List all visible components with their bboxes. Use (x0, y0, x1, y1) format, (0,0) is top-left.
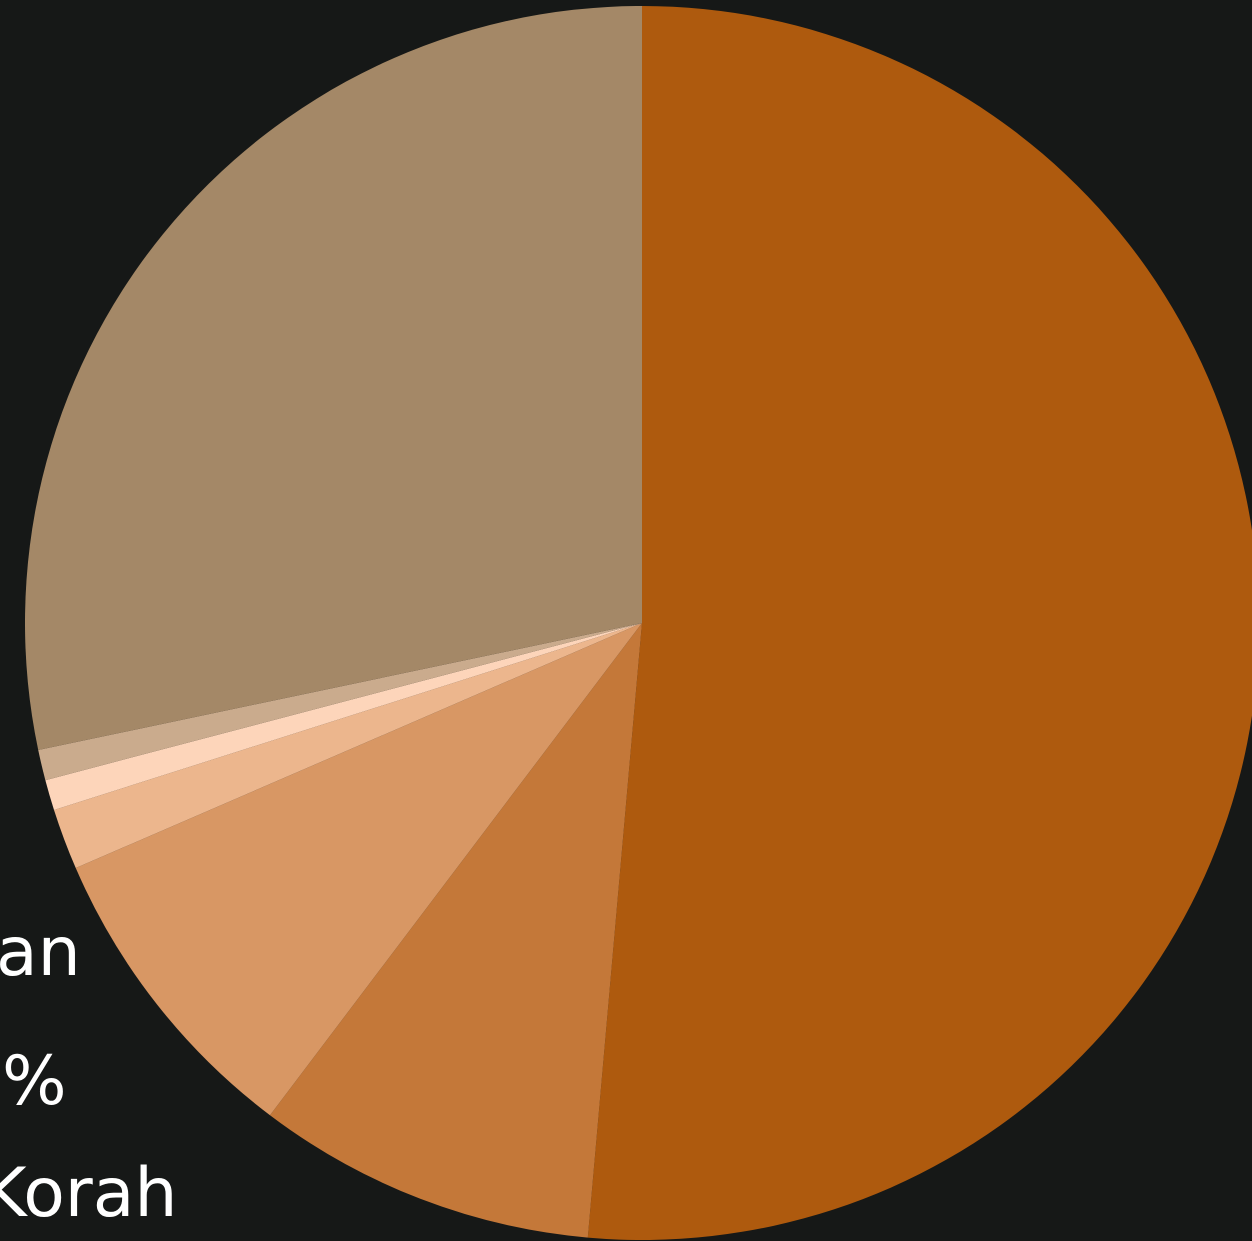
slice-label-fragment-3: Korah (0, 1154, 178, 1233)
pie-labels: an % Korah (0, 913, 178, 1233)
pie-slice-5 (45, 623, 642, 810)
pie-slice-7 (24, 6, 642, 751)
pie-slice-4 (54, 623, 643, 869)
pie-slice-1 (587, 6, 1252, 1240)
pie-slice-2 (269, 623, 642, 1238)
slice-label-fragment-1: an (0, 913, 81, 992)
slice-label-fragment-2: % (2, 1042, 67, 1121)
pie-slice-3 (75, 623, 642, 1116)
pie-slice-6 (38, 623, 643, 781)
pie-slices (24, 6, 1252, 1240)
